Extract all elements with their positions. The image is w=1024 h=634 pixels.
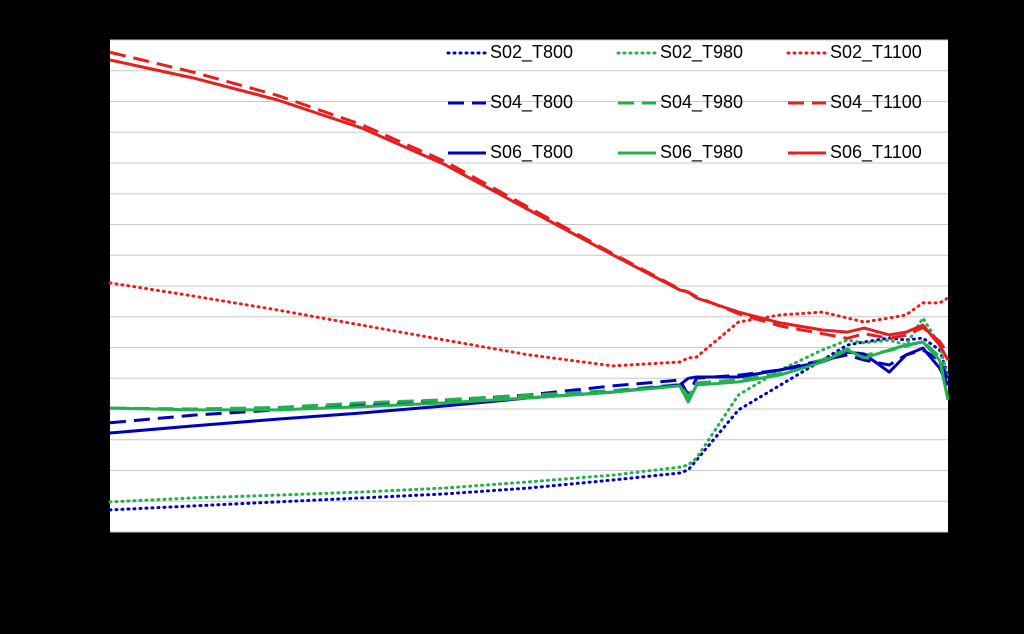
legend-label: S04_T980 [660, 92, 743, 113]
legend-label: S06_T980 [660, 142, 743, 163]
legend-label: S04_T800 [490, 92, 573, 113]
series-line [108, 316, 950, 504]
legend-label: S02_T980 [660, 42, 743, 63]
legend-label: S02_T800 [490, 42, 573, 63]
legend-label: S06_T1100 [830, 142, 922, 163]
series-line [109, 58, 950, 361]
series-line [109, 340, 950, 412]
series-line [109, 339, 950, 411]
series-line [108, 281, 950, 368]
series-line [108, 336, 950, 512]
series-line [109, 346, 950, 435]
legend-label: S04_T1100 [830, 92, 922, 113]
legend-label: S02_T1100 [830, 42, 922, 63]
legend-label: S06_T800 [490, 142, 573, 163]
